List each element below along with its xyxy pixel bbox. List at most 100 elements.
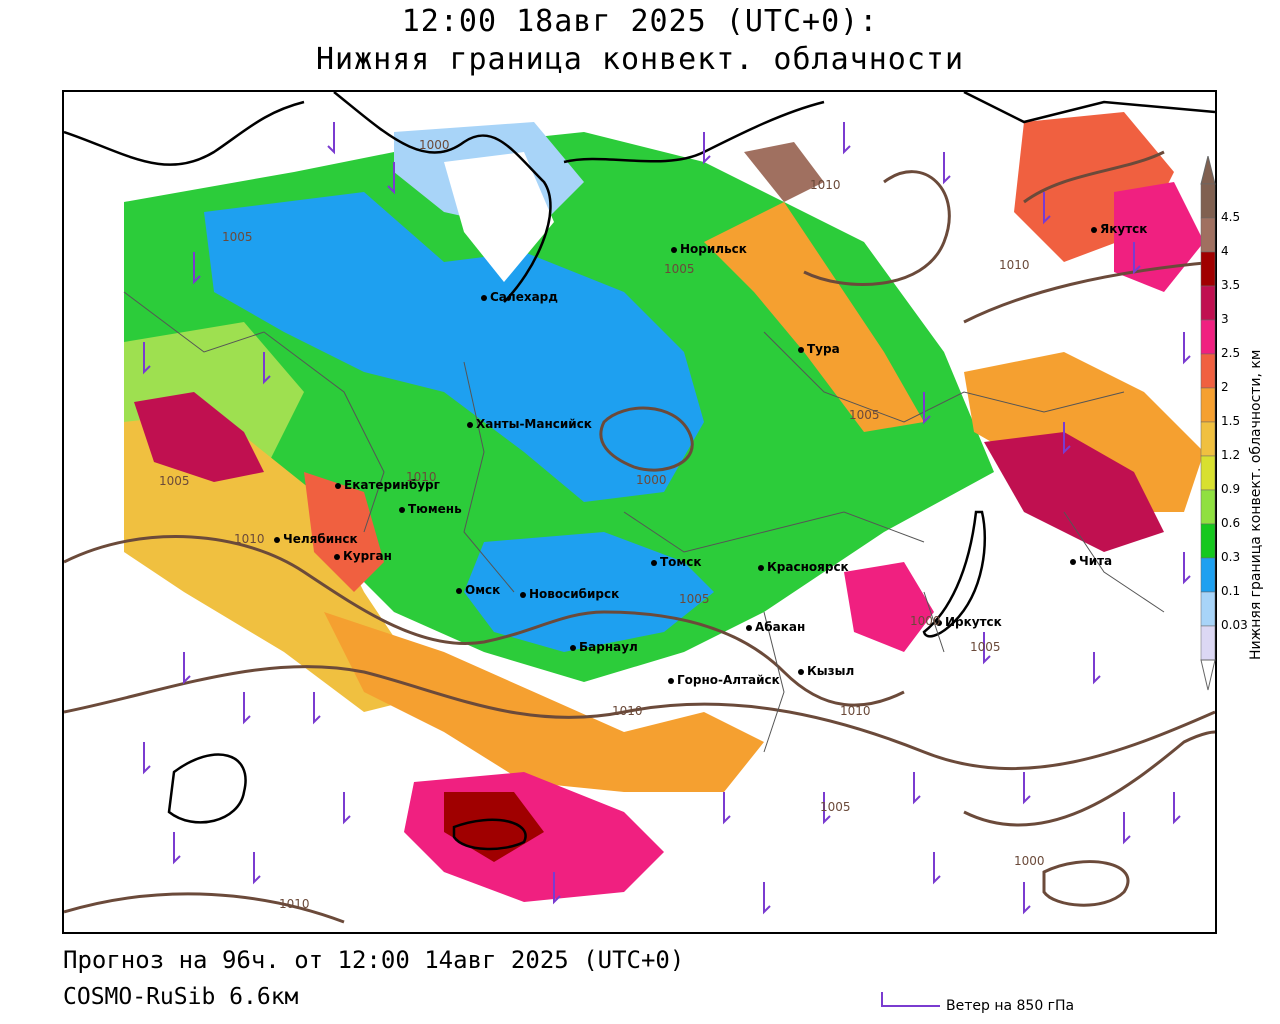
colorbar-swatch [1200, 319, 1216, 355]
cloud-field-red-east [984, 432, 1164, 552]
city-label: Ханты-Мансийск [467, 417, 592, 431]
isobar-line [599, 406, 694, 472]
colorbar-swatch [1200, 523, 1216, 559]
isobar-line [803, 170, 951, 286]
city-dot-icon [671, 246, 677, 253]
city-dot-icon [467, 421, 473, 428]
colorbar-tick-label: 3.5 [1221, 278, 1241, 292]
colorbar-swatches [1200, 155, 1216, 691]
city-dot-icon [1091, 226, 1097, 233]
city-dot-icon [481, 294, 487, 301]
isobar-label: 1010 [234, 532, 265, 546]
isobar-label: 1010 [810, 178, 841, 192]
cloud-field-red-mid [304, 472, 384, 592]
isobar-label: 1005 [679, 592, 710, 606]
isobar-line [963, 730, 1215, 827]
colorbar-tick-label: 1.5 [1221, 414, 1241, 428]
cloud-field-orange-2 [704, 202, 924, 432]
city-label: Омск [456, 583, 500, 597]
isobar-label: 1005 [849, 408, 880, 422]
coastline [64, 92, 1215, 303]
city-dot-icon [746, 624, 752, 631]
city-dot-icon [1070, 558, 1076, 565]
city-dot-icon [758, 564, 764, 571]
cloud-field-brown [744, 142, 824, 202]
colorbar-tick-label: 4.5 [1221, 210, 1241, 224]
city-dot-icon [798, 668, 804, 675]
cloud-field-white [444, 152, 554, 282]
city-label: Чита [1070, 554, 1112, 568]
city-dot-icon [651, 559, 657, 566]
city-dot-icon [274, 536, 280, 543]
colorbar-swatch [1200, 625, 1216, 661]
colorbar-title: Нижняя граница конвект. облачности, км [1248, 349, 1264, 660]
isobar-label: 1005 [970, 640, 1001, 654]
colorbar-tick-label: 0.9 [1221, 482, 1241, 496]
isobar-label: 1005 [820, 800, 851, 814]
map-panel[interactable]: Норильск Якутск Салехард Тура Ханты-Манс… [62, 90, 1217, 934]
cloud-field-pink-east [1114, 182, 1204, 292]
colorbar-tick-label: 3 [1221, 312, 1229, 326]
caspian-coast [167, 753, 247, 824]
city-label: Тюмень [399, 502, 462, 516]
colorbar-top-arrow [1200, 155, 1216, 185]
cloud-field-blue [204, 192, 704, 502]
city-dot-icon [936, 619, 942, 626]
cloud-field-red-center [844, 562, 934, 652]
isobar-label: 1010 [406, 470, 437, 484]
city-label: Красноярск [758, 560, 849, 574]
city-dot-icon [335, 482, 341, 489]
colorbar-tick-label: 2.5 [1221, 346, 1241, 360]
colorbar-tick-label: 0.1 [1221, 584, 1241, 598]
colorbar-swatch [1200, 591, 1216, 627]
colorbar-swatch [1200, 557, 1216, 593]
region-borders [123, 291, 1165, 753]
city-label: Якутск [1091, 222, 1147, 236]
city-label: Новосибирск [520, 587, 619, 601]
colorbar-swatch [1200, 421, 1216, 457]
city-dot-icon [399, 506, 405, 513]
colorbar-swatch [1200, 251, 1216, 287]
city-dot-icon [520, 591, 526, 598]
isobar-line [64, 892, 345, 924]
city-label: Тура [798, 342, 840, 356]
isobar-label: 1010 [612, 704, 643, 718]
balkhash-coast [452, 818, 527, 851]
city-dot-icon [456, 587, 462, 594]
wind-barb-icon [881, 992, 940, 1007]
wind-barbs [143, 122, 1191, 915]
isobar-line [1042, 860, 1130, 907]
city-dot-icon [798, 346, 804, 353]
city-dot-icon [668, 677, 674, 684]
isobar-label: 1005 [222, 230, 253, 244]
colorbar-tick-label: 2 [1221, 380, 1229, 394]
isobar-label: 1010 [840, 704, 871, 718]
isobar-line [64, 535, 905, 707]
isobar-label: 1010 [999, 258, 1030, 272]
colorbar-swatch [1200, 489, 1216, 525]
city-dot-icon [570, 644, 576, 651]
isobar-label: 1005 [664, 262, 695, 276]
title-time: 12:00 18авг 2025 (UTC+0): [401, 4, 879, 39]
city-label: Екатеринбург [335, 478, 440, 492]
isobar-label: 1000 [1014, 854, 1045, 868]
isobar-label: 1010 [279, 897, 310, 911]
colorbar-tick-label: 0.6 [1221, 516, 1241, 530]
colorbar-swatch [1200, 183, 1216, 219]
city-dot-icon [334, 553, 340, 560]
city-label: Барнаул [570, 640, 638, 654]
colorbar-swatch [1200, 285, 1216, 321]
city-label: Горно-Алтайск [668, 673, 780, 687]
isobar-label: 1000 [419, 138, 450, 152]
cloud-field-orange [324, 612, 764, 792]
colorbar-swatch [1200, 353, 1216, 389]
city-label: Челябинск [274, 532, 358, 546]
colorbar-swatch [1200, 387, 1216, 423]
wind-legend: Ветер на 850 гПа [878, 988, 1138, 1018]
colorbar-swatch [1200, 217, 1216, 253]
isobar-line [64, 665, 1215, 771]
city-label: Кызыл [798, 664, 854, 678]
cloud-field-orange-3 [964, 352, 1204, 512]
city-label: Абакан [746, 620, 805, 634]
map-graphics [64, 92, 1215, 924]
